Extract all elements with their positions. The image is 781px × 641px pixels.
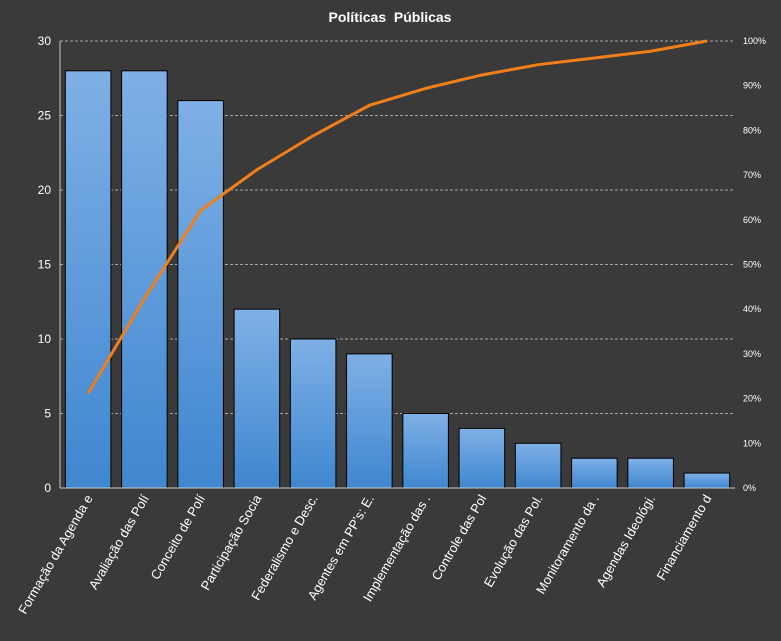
y2-tick-label: 30% (743, 349, 761, 359)
bar (346, 353, 393, 489)
cumulative-percent-line (86, 39, 708, 395)
y2-tick-label: 100% (743, 36, 766, 46)
bar (177, 100, 224, 489)
axes (59, 41, 735, 489)
x-tick-label: Avaliação das Polí (86, 492, 153, 592)
bar (402, 413, 449, 489)
y2-tick-label: 10% (743, 438, 761, 448)
x-tick-label: Agendas Ideológi. (593, 492, 658, 590)
y-tick-label: 0 (44, 481, 51, 495)
bar (458, 427, 506, 489)
y-tick-label: 15 (38, 258, 52, 272)
x-tick-label: Evolução das Pol. (481, 492, 546, 590)
y-tick-label: 5 (44, 407, 51, 421)
y-tick-label: 30 (38, 34, 52, 48)
y2-tick-label: 40% (743, 304, 761, 314)
x-tick-label: Financiamento d (653, 492, 714, 583)
y2-tick-label: 50% (743, 260, 761, 270)
bar (233, 308, 281, 489)
gridlines (60, 40, 735, 414)
bar (64, 70, 112, 489)
bars (64, 70, 731, 489)
x-tick-label: Controle das Pol (428, 492, 489, 583)
bar (121, 70, 168, 489)
y2-tick-label: 60% (743, 215, 761, 225)
y2-tick-label: 90% (743, 81, 761, 91)
x-tick-label: Participação Socia (198, 491, 265, 592)
y-tick-label: 10 (38, 332, 52, 346)
bar (683, 472, 731, 489)
bar (571, 457, 618, 489)
y2-tick-label: 20% (743, 394, 761, 404)
y2-tick-label: 70% (743, 170, 761, 180)
chart-title: Políticas Públicas (329, 9, 452, 25)
bar (627, 457, 674, 489)
y2-tick-label: 80% (743, 125, 761, 135)
y-tick-label: 20 (38, 183, 52, 197)
x-tick-label: Monitoramento da . (533, 492, 602, 597)
bar (514, 442, 562, 489)
y2-axis-ticks: 0% 10% 20% 30% 40% 50% 60% 70% 80% 90% 100% (743, 36, 766, 493)
cumulative-line (86, 39, 708, 395)
y-axis-ticks: 0 5 10 15 20 25 30 (38, 34, 52, 495)
bar (289, 338, 337, 489)
y2-tick-label: 0% (743, 483, 756, 493)
x-tick-label: Formação da Agenda e (15, 492, 96, 617)
x-tick-label: Conceito de Polí (148, 492, 209, 582)
y-tick-label: 25 (38, 109, 52, 123)
